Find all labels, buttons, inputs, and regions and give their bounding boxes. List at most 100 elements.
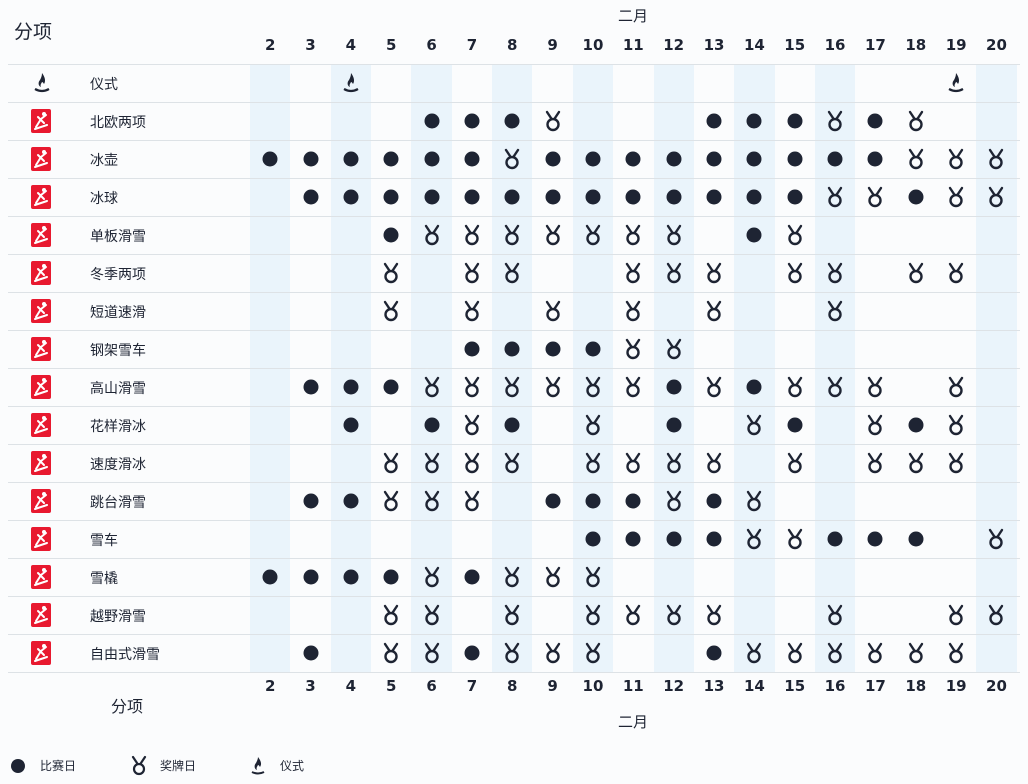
competition-day-mark [464,341,480,357]
medal-day-mark [545,110,560,132]
sport-name: 速度滑冰 [90,457,146,473]
competition-day-mark [424,417,440,433]
medal-day-mark [908,642,923,664]
competition-day-mark [746,189,762,205]
medal-day-mark [384,490,399,512]
competition-day-mark [706,189,722,205]
sport-name: 花样滑冰 [90,419,146,435]
medal-day-mark [424,490,439,512]
grid-line [8,672,1020,673]
competition-day-mark [464,189,480,205]
sport-name: 北欧两项 [90,115,146,131]
competition-day-mark [545,341,561,357]
header-month: 二月 [618,7,649,25]
day-footer: 6 [426,677,437,695]
medal-day-mark [908,148,923,170]
competition-day-mark [343,151,359,167]
medal-day-mark [827,300,843,322]
medal-day-mark [706,376,722,398]
grid-line [8,292,1020,293]
competition-day-mark [262,569,278,585]
day-header: 15 [784,36,806,54]
medal-day-mark [706,300,722,322]
sport-name: 短道速滑 [90,305,146,321]
ski-jumping-icon [31,489,51,513]
medal-day-mark [505,452,520,474]
speed-skating-icon [31,451,51,475]
competition-day-mark [787,189,803,205]
footer-title: 分项 [111,697,144,716]
medal-day-mark [384,604,399,626]
figure-skating-icon [31,413,51,437]
medal-day-mark [666,224,681,246]
alpine-skiing-icon [31,375,51,399]
competition-day-mark [343,189,359,205]
competition-day-mark [666,531,682,547]
competition-day-mark [262,151,278,167]
day-footer: 3 [305,677,316,695]
competition-day-mark [343,379,359,395]
day-header: 2 [264,36,276,54]
competition-day-mark [545,493,561,509]
competition-day-mark [908,417,924,433]
competition-day-mark [867,531,883,547]
day-footer: 5 [386,677,397,695]
medal-day-mark [545,224,560,246]
competition-day-mark [303,645,319,661]
medal-day-mark [948,414,964,436]
medal-day-mark [787,642,802,664]
competition-day-mark [504,189,520,205]
grid-line [8,216,1020,217]
medal-day-mark [868,414,883,436]
nordic-combined-icon [31,109,51,133]
competition-day-mark [303,379,319,395]
competition-day-mark [706,493,722,509]
medal-day-mark [464,490,480,512]
medal-day-mark [868,642,883,664]
medal-day-mark [545,642,560,664]
day-header: 8 [507,36,518,54]
medal-day-mark [585,452,601,474]
medal-day-mark [464,262,480,284]
medal-day-mark [384,452,399,474]
medal-day-mark [505,262,520,284]
competition-day-legend-icon [11,759,25,773]
medal-day-mark [827,642,843,664]
competition-day-mark [746,113,762,129]
grid-line [8,482,1020,483]
medal-day-mark [424,604,439,626]
legend-medal-day: 奖牌日 [160,759,197,773]
day-footer: 16 [824,677,846,695]
luge-icon [31,565,51,589]
legend-competition-day: 比赛日 [40,759,77,773]
medal-day-mark [787,452,802,474]
medal-day-mark [585,414,601,436]
competition-day-mark [746,227,762,243]
competition-day-mark [585,341,601,357]
medal-day-mark [827,604,843,626]
cross-country-icon [31,603,51,627]
competition-day-mark [545,189,561,205]
competition-day-mark [787,151,803,167]
medal-day-mark [545,566,560,588]
competition-day-mark [504,417,520,433]
competition-day-mark [908,189,924,205]
day-footer: 4 [345,677,357,695]
grid-line [8,634,1020,635]
competition-day-mark [585,531,601,547]
grid-line [8,64,1020,65]
competition-day-mark [464,569,480,585]
day-header: 6 [426,36,437,54]
medal-day-mark [747,490,762,512]
competition-day-mark [424,151,440,167]
competition-day-mark [666,379,682,395]
competition-day-mark [504,113,520,129]
medal-day-mark [666,452,681,474]
competition-day-mark [464,113,480,129]
medal-day-mark [424,376,439,398]
curling-icon [31,147,51,171]
medal-day-mark [747,414,762,436]
day-footer: 8 [507,677,518,695]
competition-day-mark [383,227,399,243]
